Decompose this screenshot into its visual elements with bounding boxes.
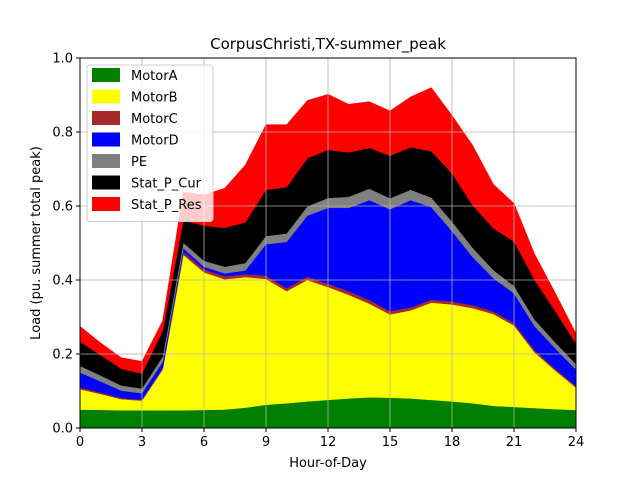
x-tick-label: 3	[138, 435, 146, 450]
y-tick-label: 0.0	[52, 422, 73, 437]
legend-swatch-pe	[92, 154, 120, 168]
y-tick-label: 0.2	[52, 348, 73, 363]
x-tick-label: 15	[382, 435, 399, 450]
legend-swatch-stat-p-res	[92, 197, 120, 211]
y-axis-ticks: 0.0 0.2 0.4 0.6 0.8 1.0	[52, 52, 80, 437]
x-tick-label: 21	[506, 435, 523, 450]
y-tick-label: 1.0	[52, 52, 73, 67]
x-tick-label: 12	[320, 435, 337, 450]
y-tick-label: 0.4	[52, 274, 73, 289]
legend-label: PE	[131, 155, 147, 170]
y-tick-label: 0.6	[52, 200, 73, 215]
legend-label: MotorA	[131, 69, 178, 84]
legend-swatch-stat-p-cur	[92, 175, 120, 190]
legend-swatch-motorc	[92, 111, 120, 125]
x-tick-label: 6	[200, 435, 208, 450]
x-tick-label: 9	[262, 435, 270, 450]
x-tick-label: 24	[568, 435, 585, 450]
legend-label: MotorD	[131, 134, 179, 149]
legend-label: MotorC	[131, 112, 178, 127]
legend-swatch-motora	[92, 68, 120, 82]
y-axis-label: Load (pu. summer total peak)	[29, 146, 44, 340]
chart-title: CorpusChristi,TX-summer_peak	[210, 35, 446, 54]
x-tick-label: 18	[444, 435, 461, 450]
y-tick-label: 0.8	[52, 126, 73, 141]
legend-swatch-motord	[92, 132, 120, 147]
legend: MotorA MotorB MotorC MotorD PE Stat_P_Cur Stat…	[86, 64, 214, 222]
legend-label: Stat_P_Cur	[131, 177, 202, 192]
legend-label: MotorB	[131, 91, 177, 106]
legend-swatch-motorb	[92, 89, 120, 104]
x-axis-label: Hour-of-Day	[289, 456, 367, 471]
x-tick-label: 0	[76, 435, 84, 450]
x-axis-ticks: 0 3 6 9 12 15 18 21 24	[76, 428, 584, 450]
legend-label: Stat_P_Res	[131, 198, 202, 213]
